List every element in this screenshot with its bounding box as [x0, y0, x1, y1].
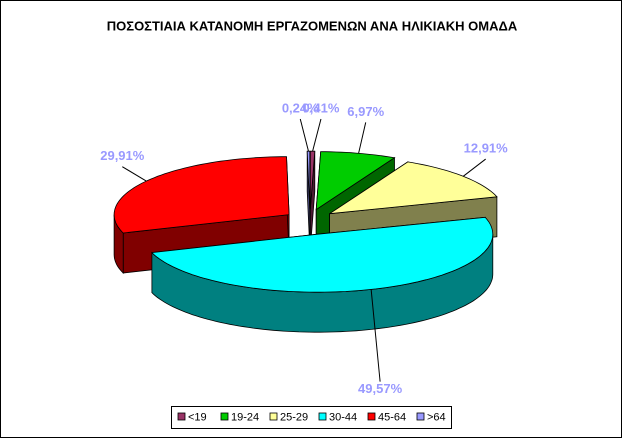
slice [113, 156, 290, 234]
leader-line [370, 289, 381, 382]
leader-line [122, 166, 147, 182]
chart-title: ΠΟΣΟΣΤΙΑΙΑ ΚΑΤΑΝΟΜΗ ΕΡΓΑΖΟΜΕΝΩΝ ΑΝΑ ΗΛΙΚ… [107, 18, 518, 33]
legend-label: 30-44 [329, 411, 357, 423]
legend: <19 19-24 25-29 30-44 45-64 >64 [177, 411, 446, 423]
legend-label: 25-29 [280, 411, 308, 423]
leader-line [462, 158, 486, 177]
data-label: 29,91% [100, 148, 145, 163]
leader-line [299, 118, 309, 152]
legend-swatch [416, 412, 425, 421]
legend-label: <19 [188, 411, 207, 423]
legend-swatch [220, 412, 229, 421]
slice [151, 216, 494, 293]
data-label: 0,24% [282, 100, 319, 115]
legend-label: 45-64 [378, 411, 406, 423]
legend-swatch [367, 412, 376, 421]
data-label: 12,91% [464, 141, 509, 156]
legend-swatch [177, 412, 186, 421]
legend-swatch [318, 412, 327, 421]
leader-line [312, 118, 322, 152]
legend-label: 19-24 [231, 411, 259, 423]
slice [306, 150, 311, 210]
leader-line [358, 122, 367, 154]
legend-label: >64 [427, 411, 446, 423]
data-label: 49,57% [358, 381, 403, 396]
slice [329, 161, 498, 215]
legend-swatch [269, 412, 278, 421]
pie: 0,41% 6,97% 12,91% 49,57% 29,91% 0,24% [100, 100, 508, 396]
data-label: 6,97% [347, 104, 384, 119]
legend-box [171, 406, 452, 429]
data-label: 0,41% [303, 100, 340, 115]
